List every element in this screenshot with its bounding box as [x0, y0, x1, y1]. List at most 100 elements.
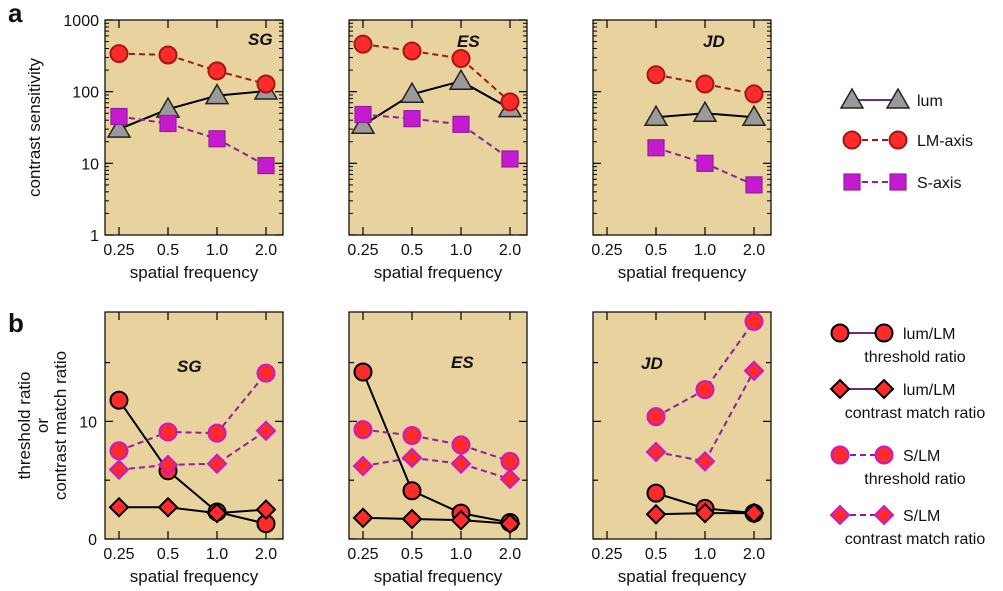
series-s-square-line: [362, 113, 511, 160]
x-tick-label: 1.0: [450, 546, 472, 563]
circle-marker: [646, 483, 666, 503]
x-tick-label: 0.5: [645, 546, 667, 563]
legend-circle-marker: [888, 130, 908, 150]
panel-letter: a: [8, 0, 23, 28]
x-axis-label: spatial frequency: [374, 263, 503, 282]
diamond-marker: [206, 502, 228, 524]
panel-b-ES: 0.25 0.5 1.0 2.0 spatial frequency ES: [347, 311, 528, 586]
x-tick-label: 1.0: [694, 546, 716, 563]
x-tick-label: 0.25: [347, 546, 378, 563]
series-s-circle-line: [362, 428, 511, 463]
series-lm-circle-line: [655, 73, 755, 95]
x-tick-label: 1.0: [206, 242, 228, 259]
x-tick-label: 0.25: [103, 242, 134, 259]
y-axis-label: contrast sensitivity: [25, 58, 44, 197]
diamond-marker: [450, 509, 472, 531]
x-tick-label: 0.5: [645, 242, 667, 259]
y-axis-label: or: [33, 418, 52, 433]
triangle-marker: [399, 81, 425, 104]
y-tick-label: 10: [81, 156, 99, 173]
y-tick-label: 1000: [63, 13, 99, 30]
x-axis-label: spatial frequency: [618, 567, 747, 586]
legend-circle-marker: [830, 445, 850, 465]
diamond-marker: [694, 450, 716, 472]
legend-label: lum/LM: [903, 382, 955, 399]
series-s-diamond-line: [118, 429, 267, 471]
legend-diamond-marker: [829, 378, 851, 400]
circle-marker: [109, 390, 129, 410]
x-tick-label: 1.0: [694, 242, 716, 259]
circle-marker: [646, 65, 666, 85]
plot-area: [592, 311, 772, 540]
x-tick-label: 0.25: [591, 546, 622, 563]
legend-label: threshold ratio: [864, 349, 965, 366]
circle-marker: [695, 380, 715, 400]
diamond-marker: [694, 502, 716, 524]
circle-marker: [353, 362, 373, 382]
x-tick-label: 2.0: [255, 546, 277, 563]
diamond-marker: [743, 360, 765, 382]
panel-letter: b: [8, 308, 24, 338]
series-s-circle-line: [118, 372, 267, 452]
square-marker: [110, 107, 128, 126]
x-axis-label: spatial frequency: [618, 263, 747, 282]
legend-square-marker: [843, 173, 861, 191]
plot-area: [104, 311, 284, 540]
circle-marker: [451, 49, 471, 69]
plot-area: [592, 19, 772, 236]
panel-b-SG: 0 10 0.25 0.5 1.0 2.0 spatial frequency SG: [79, 311, 284, 586]
legend-circle-marker: [874, 445, 894, 465]
panel-a-ES: 0.25 0.5 1.0 2.0 spatial frequency ES: [347, 19, 528, 282]
diamond-marker: [743, 502, 765, 524]
y-tick-label: 10: [79, 414, 97, 431]
y-tick-label: 0: [88, 532, 97, 549]
y-tick-label: 1: [90, 228, 99, 245]
panel-a-SG: 1 10 100 1000 0.25 0.5 1.0 2.0 spatial frequency…: [63, 13, 284, 282]
circle-marker: [695, 74, 715, 94]
subject-label: ES: [451, 353, 474, 372]
square-marker: [159, 114, 177, 133]
square-marker: [403, 110, 421, 128]
square-marker: [501, 150, 519, 168]
circle-marker: [402, 481, 422, 501]
circle-marker: [109, 441, 129, 461]
legend-diamond-marker: [873, 504, 895, 526]
plot-area: [348, 311, 528, 540]
subject-label: JD: [703, 32, 725, 51]
x-tick-label: 1.0: [206, 546, 228, 563]
triangle-marker: [741, 104, 767, 126]
x-tick-label: 2.0: [743, 242, 765, 259]
subject-label: ES: [457, 32, 480, 51]
x-tick-label: 2.0: [499, 546, 521, 563]
diamond-marker: [108, 459, 130, 481]
legend-label: S/LM: [903, 448, 940, 465]
circle-marker: [402, 41, 422, 61]
x-axis-label: spatial frequency: [130, 567, 259, 586]
series-lum-diamond-line: [119, 506, 267, 515]
triangle-marker: [643, 104, 669, 126]
diamond-marker: [352, 455, 374, 477]
diamond-marker: [499, 468, 521, 490]
plot-area: [348, 19, 528, 236]
legend-label: lum: [917, 93, 943, 110]
circle-marker: [353, 420, 373, 440]
x-axis-label: spatial frequency: [374, 567, 503, 586]
circle-marker: [207, 423, 227, 443]
y-tick-label: 100: [72, 85, 99, 102]
y-axis-label: contrast match ratio: [51, 351, 70, 500]
triangle-marker: [692, 100, 718, 122]
circle-marker: [353, 34, 373, 54]
legend-label: S/LM: [903, 508, 940, 525]
series-s-square-line: [118, 115, 267, 167]
diamond-marker: [157, 496, 179, 518]
circle-marker: [158, 45, 178, 65]
square-marker: [647, 139, 665, 157]
square-marker: [208, 130, 226, 148]
circle-marker: [207, 61, 227, 81]
legend-label: contrast match ratio: [845, 405, 986, 422]
circle-marker: [646, 407, 666, 427]
circle-marker: [500, 451, 520, 471]
circle-marker: [451, 435, 471, 455]
diamond-marker: [401, 508, 423, 530]
